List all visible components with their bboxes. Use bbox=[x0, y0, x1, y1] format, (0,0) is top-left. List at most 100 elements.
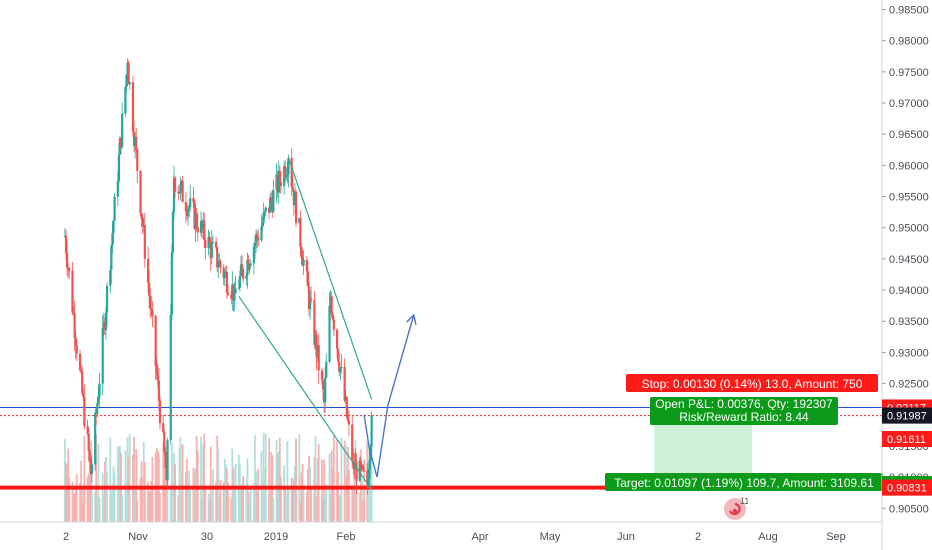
candle-body bbox=[359, 460, 362, 468]
candle-body bbox=[310, 298, 313, 301]
candle-body bbox=[111, 233, 114, 246]
candle-body bbox=[238, 275, 241, 288]
projection-arrow-head bbox=[406, 313, 417, 325]
volume-bar bbox=[305, 491, 308, 522]
volume-bar bbox=[134, 489, 137, 522]
volume-bar bbox=[87, 473, 90, 522]
volume-bar bbox=[233, 485, 236, 522]
time-tick-label: 30 bbox=[201, 531, 213, 543]
wedge-lower-line bbox=[238, 295, 373, 490]
volume-bar bbox=[323, 459, 326, 522]
volume-bar bbox=[189, 489, 192, 522]
price-label-box bbox=[882, 479, 932, 496]
candle-body bbox=[172, 177, 176, 212]
candle-body bbox=[146, 258, 150, 283]
candle-body bbox=[156, 374, 159, 381]
price-tick-label: 0.92500 bbox=[889, 379, 929, 391]
candle-body bbox=[306, 271, 310, 287]
volume-bar bbox=[184, 472, 187, 522]
candle-body bbox=[358, 460, 361, 481]
candle-body bbox=[286, 174, 289, 176]
volume-bar bbox=[159, 492, 161, 522]
tradingview-logo-icon[interactable]: 11 bbox=[722, 496, 749, 522]
candle-body bbox=[64, 235, 68, 253]
volume-bar bbox=[65, 463, 67, 522]
volume-bar bbox=[102, 493, 105, 522]
risk-reward-label: Risk/Reward Ratio: 8.44 bbox=[679, 410, 809, 424]
volume-bar bbox=[272, 497, 275, 522]
candle-body bbox=[158, 400, 162, 424]
volume-bar bbox=[101, 472, 104, 522]
volume-bar bbox=[83, 435, 86, 522]
volume-bar bbox=[219, 479, 222, 522]
candle-body bbox=[284, 166, 287, 178]
candle-body bbox=[366, 470, 369, 486]
candle-body bbox=[290, 157, 293, 188]
candle-body bbox=[237, 287, 240, 289]
volume-bar bbox=[74, 489, 77, 522]
price-label-box bbox=[882, 431, 932, 448]
candle-body bbox=[339, 368, 342, 372]
volume-bar bbox=[317, 443, 320, 522]
volume-bar bbox=[222, 481, 225, 522]
volume-bar bbox=[203, 433, 206, 522]
volume-bar bbox=[223, 458, 226, 522]
volume-bar bbox=[242, 475, 245, 522]
candle-body bbox=[294, 191, 298, 224]
volume-bar bbox=[230, 498, 233, 522]
volume-bar bbox=[262, 432, 265, 522]
candle-body bbox=[203, 220, 206, 241]
candle-body bbox=[86, 426, 89, 434]
volume-bar bbox=[142, 441, 145, 522]
candle-body bbox=[136, 149, 139, 171]
candle-body bbox=[247, 259, 250, 270]
time-tick-label: Apr bbox=[471, 531, 488, 543]
candle-body bbox=[328, 305, 331, 362]
candle-body bbox=[87, 433, 90, 452]
candle-body bbox=[125, 74, 128, 87]
candle-body bbox=[320, 370, 324, 381]
price-tick-label: 0.97000 bbox=[889, 98, 929, 110]
position-labels: Stop: 0.00130 (0.14%) 13.0, Amount: 750 O… bbox=[605, 374, 883, 491]
volume-bar bbox=[310, 488, 313, 522]
candle-body bbox=[155, 365, 158, 375]
volume-bar bbox=[169, 489, 172, 522]
volume-bar bbox=[292, 478, 295, 522]
candle-body bbox=[65, 252, 69, 268]
volume-bar bbox=[80, 460, 83, 522]
price-label: 0.90831 bbox=[887, 483, 927, 495]
time-tick-label: 2 bbox=[695, 531, 701, 543]
volume-bar bbox=[95, 433, 98, 522]
volume-bar bbox=[113, 473, 116, 522]
candle-body bbox=[335, 329, 339, 349]
volume-bar bbox=[148, 491, 151, 522]
candle-body bbox=[226, 292, 230, 295]
volume-bar bbox=[82, 486, 85, 522]
candle-body bbox=[217, 266, 220, 268]
candle-body bbox=[157, 380, 160, 401]
candle-body bbox=[215, 241, 218, 248]
candle-body bbox=[131, 82, 135, 132]
volume-bar bbox=[322, 500, 324, 522]
candle-body bbox=[317, 345, 320, 371]
candle-body bbox=[208, 236, 211, 243]
candle-body bbox=[338, 361, 341, 372]
candle-body bbox=[154, 315, 157, 366]
volume-bar bbox=[140, 461, 143, 522]
candle-body bbox=[233, 293, 236, 301]
volume-bar bbox=[269, 493, 272, 522]
volume-bar bbox=[361, 477, 363, 522]
candle-body bbox=[307, 286, 311, 309]
volume-bar bbox=[165, 472, 168, 522]
volume-bar bbox=[217, 449, 220, 522]
volume-bar bbox=[201, 499, 203, 522]
volume-bar bbox=[367, 468, 370, 522]
volume-bar bbox=[226, 467, 228, 522]
candle-body bbox=[248, 265, 251, 270]
candle-body bbox=[361, 465, 365, 471]
time-tick-label: 2 bbox=[63, 531, 69, 543]
volume-bar bbox=[218, 495, 221, 522]
volume-bar bbox=[180, 473, 183, 522]
logo-badge-count: 11 bbox=[740, 496, 748, 506]
